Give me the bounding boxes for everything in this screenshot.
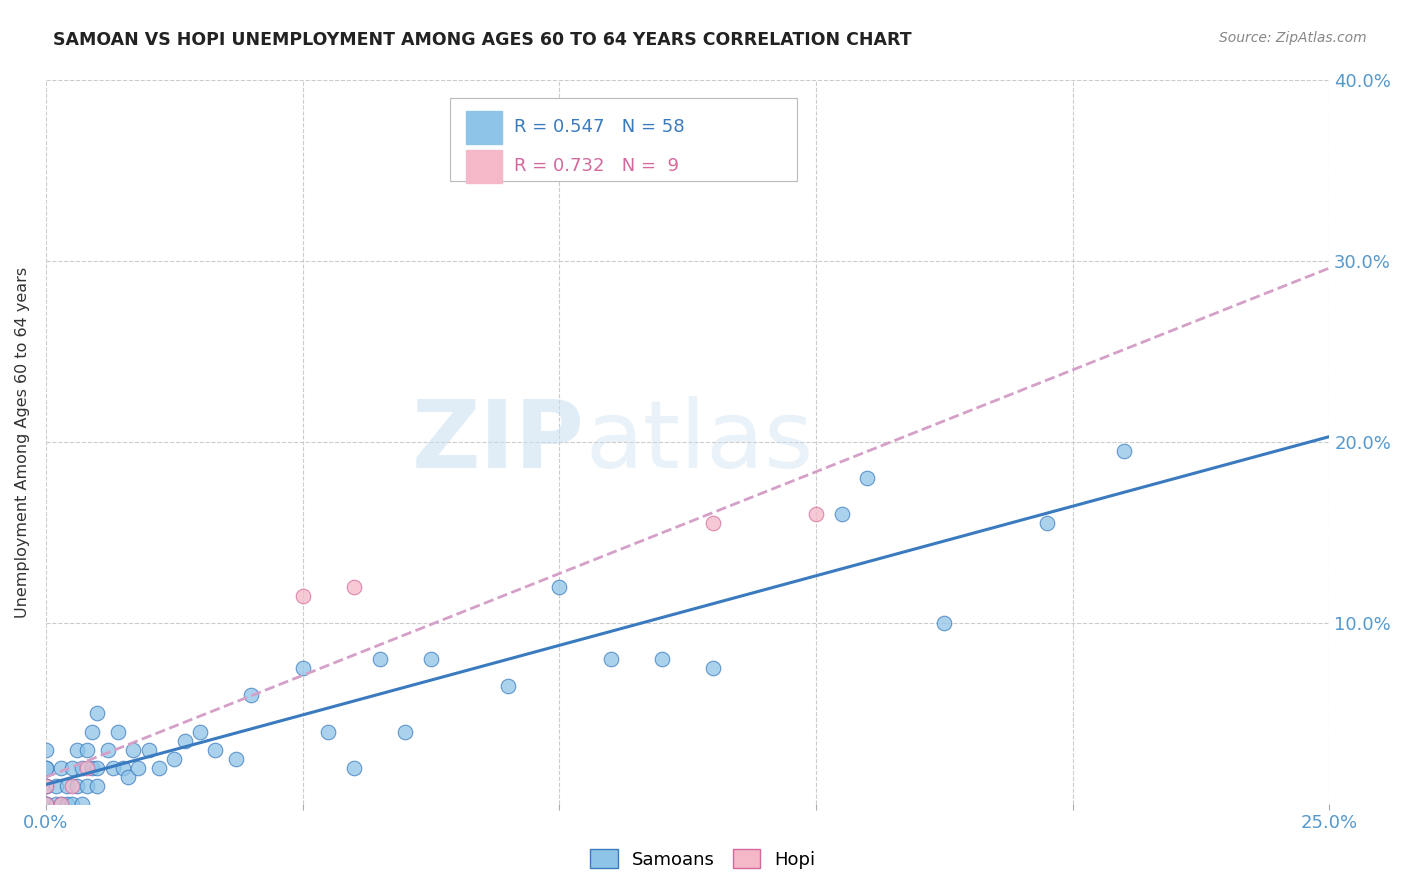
Text: R = 0.732   N =  9: R = 0.732 N = 9 — [515, 157, 679, 176]
Point — [60, 779, 83, 793]
Point — [70, 761, 93, 775]
Point — [51, 761, 73, 775]
Text: R = 0.547   N = 58: R = 0.547 N = 58 — [515, 119, 685, 136]
Point — [420, 652, 443, 666]
Point — [86, 779, 108, 793]
Point — [35, 797, 58, 811]
Point — [111, 761, 134, 775]
Point — [35, 797, 58, 811]
Text: SAMOAN VS HOPI UNEMPLOYMENT AMONG AGES 60 TO 64 YEARS CORRELATION CHART: SAMOAN VS HOPI UNEMPLOYMENT AMONG AGES 6… — [53, 31, 912, 49]
Point — [107, 724, 129, 739]
Point — [291, 661, 314, 675]
Point — [702, 516, 724, 531]
Point — [343, 761, 366, 775]
Bar — [465, 150, 502, 183]
Point — [291, 589, 314, 603]
Point — [148, 761, 170, 775]
Point — [548, 580, 571, 594]
Text: Source: ZipAtlas.com: Source: ZipAtlas.com — [1219, 31, 1367, 45]
Point — [101, 761, 124, 775]
Point — [1112, 444, 1135, 458]
Point — [82, 724, 104, 739]
Point — [1036, 516, 1059, 531]
FancyBboxPatch shape — [450, 98, 797, 181]
Point — [35, 779, 58, 793]
Point — [127, 761, 149, 775]
Text: atlas: atlas — [585, 396, 813, 488]
Point — [35, 779, 58, 793]
Point — [138, 742, 160, 756]
Point — [204, 742, 226, 756]
Point — [496, 679, 519, 693]
Point — [804, 508, 827, 522]
Point — [702, 661, 724, 675]
Legend: Samoans, Hopi: Samoans, Hopi — [583, 842, 823, 876]
Point — [188, 724, 211, 739]
Point — [97, 742, 120, 756]
Point — [225, 752, 247, 766]
Point — [51, 797, 73, 811]
Point — [35, 761, 58, 775]
Point — [343, 580, 366, 594]
Point — [599, 652, 621, 666]
Point — [60, 761, 83, 775]
Point — [60, 797, 83, 811]
Point — [66, 742, 89, 756]
Point — [82, 761, 104, 775]
Y-axis label: Unemployment Among Ages 60 to 64 years: Unemployment Among Ages 60 to 64 years — [15, 267, 30, 617]
Point — [122, 742, 145, 756]
Point — [163, 752, 186, 766]
Point — [76, 761, 98, 775]
Point — [316, 724, 339, 739]
Point — [240, 689, 263, 703]
Point — [934, 615, 956, 630]
Bar — [465, 111, 502, 144]
Point — [55, 779, 77, 793]
Point — [35, 797, 58, 811]
Point — [70, 797, 93, 811]
Text: ZIP: ZIP — [412, 396, 585, 488]
Point — [45, 779, 67, 793]
Point — [86, 761, 108, 775]
Point — [86, 706, 108, 721]
Point — [66, 779, 89, 793]
Point — [51, 797, 73, 811]
Point — [394, 724, 416, 739]
Point — [856, 471, 879, 485]
Point — [35, 779, 58, 793]
Point — [831, 508, 853, 522]
Point — [76, 779, 98, 793]
Point — [651, 652, 673, 666]
Point — [76, 742, 98, 756]
Point — [173, 733, 195, 747]
Point — [55, 797, 77, 811]
Point — [35, 742, 58, 756]
Point — [45, 797, 67, 811]
Point — [35, 761, 58, 775]
Point — [35, 797, 58, 811]
Point — [117, 770, 139, 784]
Point — [368, 652, 391, 666]
